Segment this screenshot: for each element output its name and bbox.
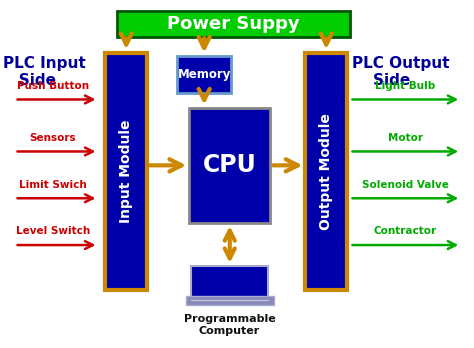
Text: Solenoid Valve: Solenoid Valve	[362, 180, 449, 190]
FancyBboxPatch shape	[305, 53, 347, 290]
Text: Power Suppy: Power Suppy	[167, 15, 300, 33]
Text: PLC Input
   Side: PLC Input Side	[3, 56, 86, 88]
Text: Contractor: Contractor	[374, 227, 437, 236]
Text: Push Button: Push Button	[17, 81, 89, 91]
Text: Programmable
Computer: Programmable Computer	[183, 314, 275, 335]
Text: Memory: Memory	[177, 68, 231, 81]
FancyBboxPatch shape	[189, 108, 271, 222]
Text: Sensors: Sensors	[30, 133, 76, 143]
FancyBboxPatch shape	[186, 296, 273, 304]
Text: Output Module: Output Module	[319, 113, 333, 230]
Text: PLC Output
    Side: PLC Output Side	[352, 56, 449, 88]
Text: Level Switch: Level Switch	[16, 227, 90, 236]
FancyBboxPatch shape	[105, 53, 147, 290]
Text: Input Module: Input Module	[119, 120, 133, 223]
Text: Motor: Motor	[388, 133, 423, 143]
FancyBboxPatch shape	[177, 56, 231, 93]
Text: Light Bulb: Light Bulb	[375, 81, 436, 91]
FancyBboxPatch shape	[117, 11, 349, 37]
FancyBboxPatch shape	[191, 266, 268, 302]
Text: CPU: CPU	[203, 153, 256, 177]
Text: Limit Swich: Limit Swich	[19, 180, 87, 190]
